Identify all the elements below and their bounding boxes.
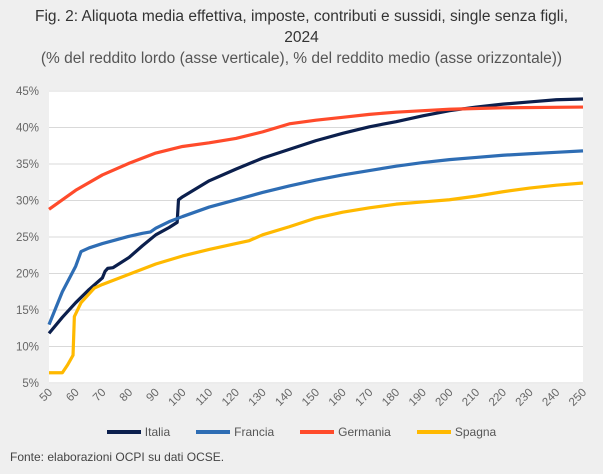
legend-swatch [300,430,335,434]
legend-item-francia: Francia [196,425,274,439]
x-tick-label: 180 [380,387,402,409]
y-tick-label: 45% [16,86,39,98]
x-tick-label: 220 [487,387,509,409]
legend-swatch [106,430,141,434]
x-tick-label: 140 [273,387,295,409]
x-tick-label: 110 [194,387,215,408]
y-tick-label: 35% [16,159,39,171]
chart-title-line2: 2024 [284,29,319,46]
legend-label: Italia [144,425,171,439]
series-line-germania [48,105,584,211]
x-tick-label: 240 [540,387,562,409]
y-tick-label: 40% [16,123,39,135]
legend-item-italia: Italia [106,425,171,439]
x-tick-label: 170 [353,387,375,409]
legend-swatch [196,430,231,434]
y-tick-label: 10% [16,342,39,354]
x-tick-label: 100 [167,387,189,409]
x-tick-label: 230 [514,387,536,409]
x-tick-label: 120 [220,387,242,409]
x-tick-label: 80 [118,387,136,405]
x-tick-label: 50 [38,387,56,405]
legend-swatch [416,430,451,434]
y-tick-label: 25% [16,232,39,244]
y-tick-label: 15% [16,305,39,317]
x-tick-label: 190 [407,387,429,409]
x-tick-label: 90 [144,387,162,405]
legend: Italia Francia Germania Spagna [0,425,603,439]
legend-label: Spagna [454,425,497,439]
x-tick-label: 60 [64,387,82,405]
footnote: Fonte: elaborazioni OCPI su dati OCSE. [10,450,225,464]
x-tick-label: 210 [460,387,482,409]
legend-item-spagna: Spagna [416,425,497,439]
y-tick-label: 5% [22,378,39,390]
series-line-spagna [49,181,584,375]
x-tick-label: 130 [247,387,269,409]
y-tick-label: 30% [16,196,39,208]
chart-subtitle: (% del reddito lordo (asse verticale), %… [40,50,563,67]
x-tick-label: 160 [327,387,349,409]
x-tick-label: 250 [567,387,589,409]
legend-item-germania: Germania [300,425,391,439]
y-tick-label: 20% [16,269,39,281]
x-tick-label: 150 [300,387,322,409]
x-tick-label: 70 [91,387,109,405]
x-tick-label: 200 [434,387,456,409]
legend-label: Germania [338,425,391,439]
legend-label: Francia [234,425,275,439]
series-line-francia [47,149,584,326]
chart-title-line1: Fig. 2: Aliquota media effettiva, impost… [34,8,569,25]
